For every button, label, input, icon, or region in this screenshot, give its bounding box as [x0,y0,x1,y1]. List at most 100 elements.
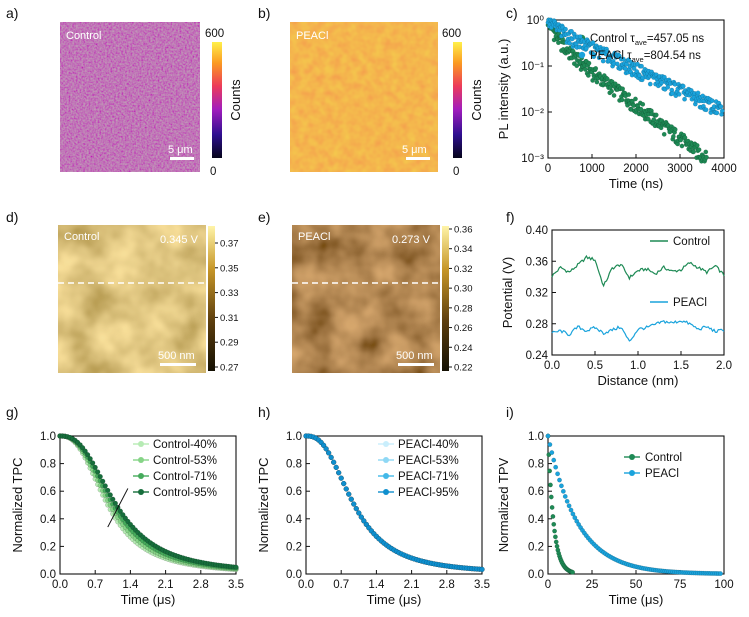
data-point [665,84,671,90]
colorbar-b-min: 0 [453,166,459,178]
data-point [639,63,644,69]
x-tick-label: 1.0 [630,360,646,372]
data-point [616,53,622,59]
panel-label-e: e) [258,209,270,225]
y-axis-title: Normalized TPC [10,457,25,552]
data-point [110,496,116,502]
data-point [87,456,93,462]
panel-label-f: f) [506,209,515,225]
data-point [348,496,354,502]
data-point [547,468,553,474]
colorbar-tick-label: 0.32 [454,264,473,275]
legend-marker [138,473,144,479]
colorbar-b-max: 600 [442,28,461,40]
data-point [363,521,369,528]
colorbar-tick-label: 0.22 [454,363,473,374]
data-point [572,515,578,521]
data-point [651,117,657,122]
data-point [659,80,665,85]
x-tick-label: 2.0 [716,360,732,372]
x-tick-label: 50 [630,579,643,591]
data-point [80,445,86,451]
y-tick-label: 0.8 [286,459,302,471]
data-point [678,137,684,143]
series-peacl-95% [303,433,485,572]
data-point [703,107,709,113]
legend-control-71%: Control-71% [153,471,217,483]
panel-label-b: b) [258,5,270,21]
x-axis-title: Distance (nm) [598,373,679,388]
legend-control-53%: Control-53% [153,455,217,467]
panel-label-c: c) [506,5,518,21]
panel-label-h: h) [258,404,270,420]
series-control-95% [57,433,239,570]
data-point [341,480,347,487]
data-point [696,147,702,153]
x-tick-label: 2000 [623,163,649,175]
panel-label-a: a) [6,5,18,21]
data-point [586,60,592,66]
data-point [695,90,701,96]
x-tick-label: 0.0 [52,579,68,591]
data-point [553,539,559,545]
kpfm-control-scalebar [160,363,196,366]
trend-arrow [107,488,129,528]
legend-peacl: PEACl [645,468,679,480]
y-tick-label: 0.0 [528,569,544,581]
x-axis-title: Time (μs) [121,592,176,607]
data-point [671,134,676,139]
colorbar-tick-label: 0.33 [220,288,239,299]
data-point [592,52,597,58]
kpfm-control-potential: 0.345 V [160,234,199,246]
panel-a: a) Control 5 μm 600 0 Counts [6,5,243,178]
data-point [619,97,625,103]
panel-label-i: i) [506,404,514,420]
data-point [570,511,576,517]
colorbar-tick-label: 0.37 [220,239,239,250]
data-point [545,433,551,439]
legend-marker [383,457,389,463]
x-tick-label: 0.5 [587,360,603,372]
data-point [680,83,686,89]
data-point [600,58,606,64]
legend-control: Control τave=457.05 ns [590,33,704,47]
legend-peacl-53%: PEACl-53% [398,455,459,467]
chart-tpc-peacl: 0.0 0.7 1.4 2.1 2.8 3.5 0.0 0.2 0.4 0.6 0.8 1.0 Time… [256,431,490,607]
kpfm-peacl-scalebar [398,363,434,366]
data-point [703,149,709,155]
legend-marker [629,454,635,460]
data-point [569,29,574,34]
y-tick-label: 1.0 [40,431,56,443]
data-point [718,571,723,576]
colorbar-d-ticks: 0.37 0.35 0.33 0.31 0.29 0.27 [215,239,239,374]
series-control [545,433,576,575]
kpfm-map-peacl-texture [292,225,440,373]
y-tick-label: 0.2 [40,541,56,553]
plot-frame [305,435,483,575]
legend-label: PEACl τ [590,50,632,62]
panel-label-g: g) [6,404,18,420]
legend-value: =457.05 ns [647,33,704,45]
y-axis-title: Normalized TPC [256,457,271,552]
data-point [633,96,638,102]
legend-marker [383,441,389,447]
pl-map-control-scalebar [170,157,194,160]
legend-control-95%: Control-95% [153,487,217,499]
legend-marker [629,470,635,476]
data-point [714,110,720,116]
data-point [682,96,687,102]
data-point [328,454,334,460]
panel-e: e) PEACl 0.273 V 500 nm 0.36 0.34 0.32 0.30… [258,209,473,374]
colorbar-a-title: Counts [228,79,243,121]
data-point [563,26,568,32]
colorbar-tick-label: 0.29 [220,338,239,349]
y-tick-label: 0.32 [526,288,548,300]
y-tick-label: 0.6 [40,486,56,498]
chart-tpv: 0 25 50 75 100 0.0 0.2 0.4 0.6 0.8 1.0 Time (μs) Nor… [496,431,734,607]
data-point [107,492,113,498]
data-point [549,505,555,510]
legend-control: Control [673,236,710,248]
kpfm-control-sample: Control [64,231,99,243]
chart-potential-profile: 0.0 0.5 1.0 1.5 2.0 0.24 0.28 0.32 0.36 0.40 Dista… [500,225,732,388]
y-tick-label: 0.6 [286,486,302,498]
